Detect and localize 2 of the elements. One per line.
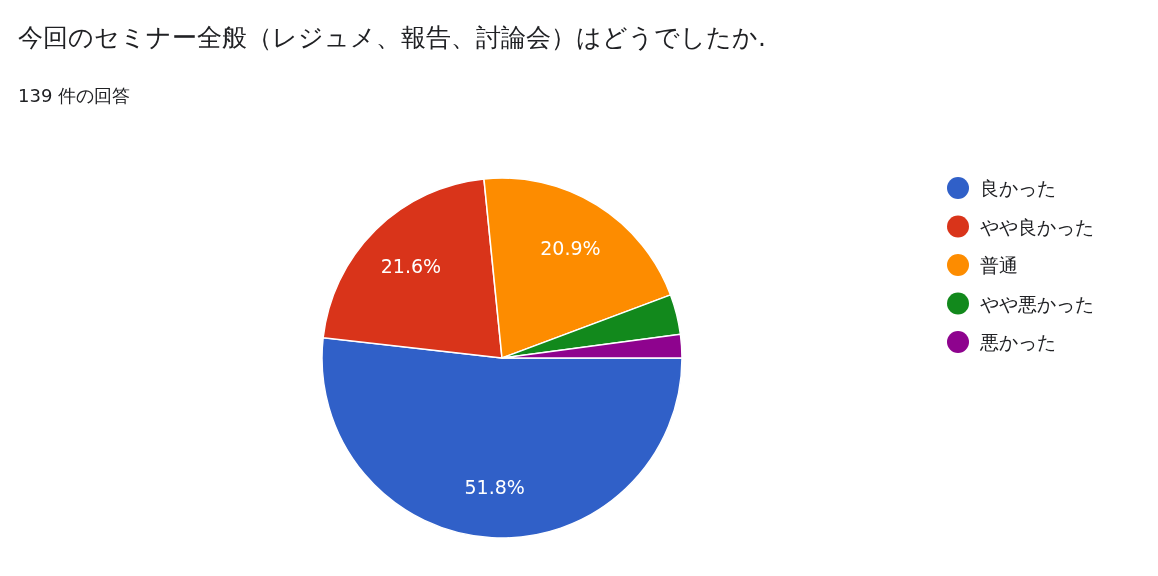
subtitle: 139 件の回答: [18, 85, 131, 106]
title: 今回のセミナー全般（レジュメ、報告、討論会）はどうでしたか.: [18, 23, 766, 52]
